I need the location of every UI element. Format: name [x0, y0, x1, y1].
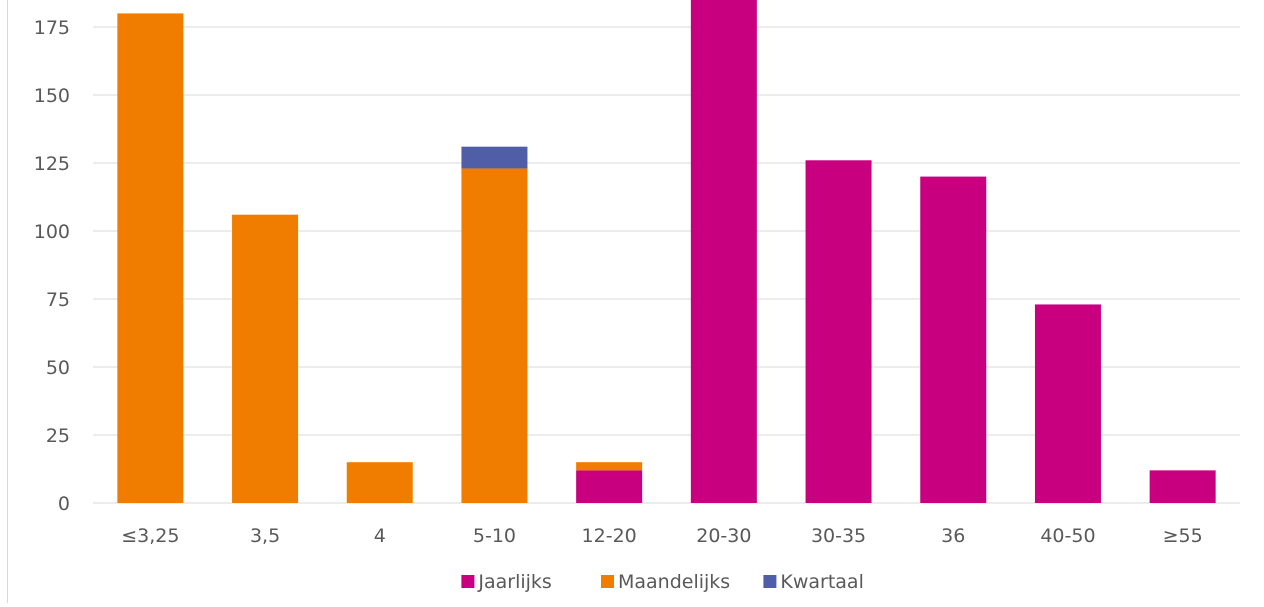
bar-maandelijks [232, 214, 299, 503]
x-tick-label: 20-30 [696, 525, 751, 547]
bar-maandelijks [117, 13, 184, 504]
bar-kwartaal [461, 146, 528, 169]
y-tick-label: 150 [34, 85, 70, 107]
x-tick-label: ≥55 [1163, 525, 1203, 547]
legend-swatch-maandelijks [601, 575, 614, 588]
x-tick-label: 40-50 [1040, 525, 1095, 547]
legend-label-kwartaal: Kwartaal [780, 571, 863, 593]
x-tick-label: 3,5 [250, 525, 280, 547]
y-tick-label: 50 [46, 357, 70, 379]
chart-frame-left-edge [7, 0, 8, 603]
x-tick-label: 12-20 [582, 525, 637, 547]
bar-jaarlijks [1149, 470, 1216, 503]
legend-label-jaarlijks: Jaarlijks [477, 571, 551, 593]
y-axis-tick-labels: 0 25 50 75 100 125 150 175 [34, 17, 70, 515]
bar-jaarlijks [920, 176, 987, 503]
bar-jaarlijks [690, 0, 757, 504]
x-axis-tick-labels: ≤3,25 3,5 4 5-10 12-20 20-30 30-35 36 40-50 ≥55 [121, 525, 1202, 547]
y-tick-label: 0 [58, 493, 70, 515]
bar-maandelijks [576, 462, 643, 471]
y-tick-label: 100 [34, 221, 70, 243]
x-tick-label: 30-35 [811, 525, 866, 547]
legend-swatch-kwartaal [763, 575, 777, 588]
y-tick-label: 75 [46, 289, 70, 311]
bar-maandelijks [461, 168, 528, 503]
bars [117, 0, 1216, 504]
bar-jaarlijks [805, 160, 872, 503]
bar-jaarlijks [576, 470, 643, 503]
legend: Jaarlijks Maandelijks Kwartaal [461, 571, 864, 593]
legend-label-maandelijks: Maandelijks [618, 571, 730, 593]
legend-swatch-jaarlijks [461, 575, 475, 588]
x-tick-label: 36 [941, 525, 965, 547]
x-tick-label: 4 [374, 525, 386, 547]
x-tick-label: ≤3,25 [121, 525, 179, 547]
bar-jaarlijks [1034, 304, 1101, 503]
bar-maandelijks [346, 462, 413, 503]
y-tick-label: 125 [34, 153, 70, 175]
y-tick-label: 175 [34, 17, 70, 39]
x-tick-label: 5-10 [473, 525, 516, 547]
y-tick-label: 25 [46, 425, 70, 447]
